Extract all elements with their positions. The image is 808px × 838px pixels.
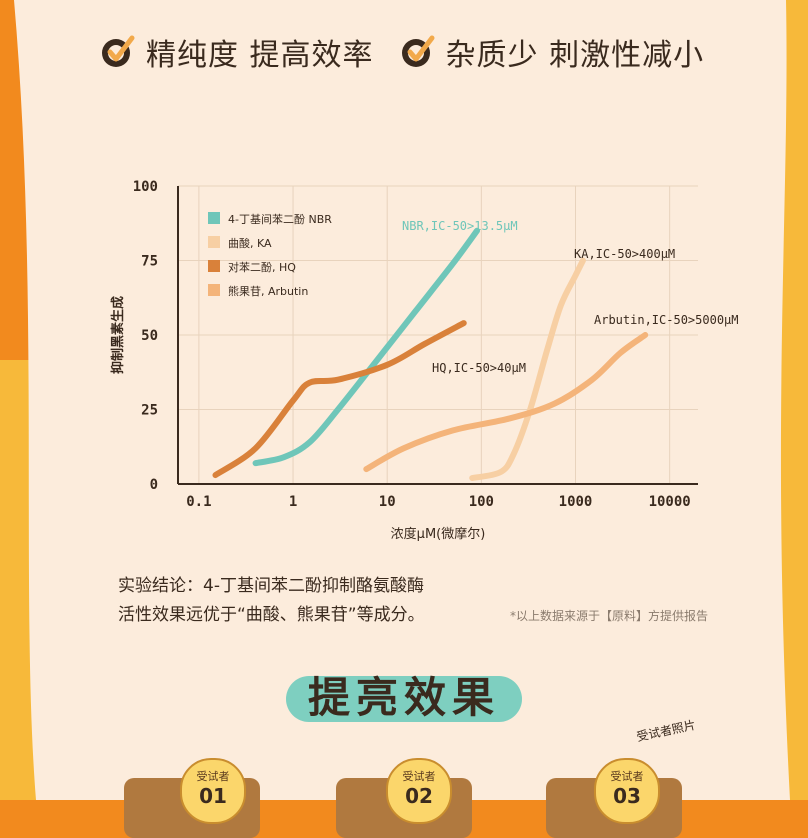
subject-label: 受试者 (196, 770, 230, 783)
content-panel (14, 0, 790, 800)
series-line (212, 320, 467, 479)
legend-label: 曲酸, KA (228, 236, 272, 250)
section-title-badge: 提亮效果 (286, 666, 522, 730)
series-annotation: Arbutin,IC-50>5000μM (594, 313, 739, 327)
benefit-text-purity: 精纯度 提高效率 (146, 38, 374, 73)
legend-swatch (208, 212, 220, 224)
legend-label: 4-丁基间苯二酚 NBR (228, 212, 332, 226)
subject-number: 03 (613, 784, 641, 808)
x-tick-label: 100 (469, 494, 494, 510)
series-annotation: NBR,IC-50>13.5μM (402, 219, 518, 233)
y-tick-label: 0 (150, 477, 158, 493)
benefits-row: 精纯度 提高效率 杂质少 刺激性减小 (100, 28, 768, 76)
subject-number: 02 (405, 784, 433, 808)
legend-swatch (208, 260, 220, 272)
series-line (363, 332, 649, 473)
y-tick-label: 75 (141, 254, 158, 270)
x-tick-label: 1000 (559, 494, 593, 510)
legend-swatch (208, 284, 220, 296)
y-axis-label: 抑制黑素生成 (110, 296, 126, 374)
x-tick-label: 10 (379, 494, 396, 510)
check-icon (401, 35, 435, 67)
check-icon (102, 35, 135, 67)
series-line (252, 227, 481, 467)
subject-badge-1: 受试者 01 (180, 758, 246, 824)
y-tick-label: 25 (141, 403, 158, 419)
legend-label: 熊果苷, Arbutin (228, 284, 308, 298)
subject-label: 受试者 (402, 770, 436, 783)
subject-badge-3: 受试者 03 (594, 758, 660, 824)
subject-number: 01 (199, 784, 227, 808)
inhibition-chart: 0.1 1 10 100 1000 10000 0 25 50 75 100 浓度μM(微摩尔) 抑制黑… (110, 179, 739, 542)
source-note: *以上数据来源于【原料】方提供报告 (510, 609, 709, 623)
series-line (469, 257, 586, 482)
experiment-conclusion: 实验结论：4-丁基间苯二酚抑制酪氨酸酶 活性效果远优于“曲酸、熊果苷”等成分。 (118, 572, 425, 630)
series-annotation: KA,IC-50>400μM (574, 247, 675, 261)
section-title: 提亮效果 (307, 673, 500, 722)
benefit-text-low-irritation: 杂质少 刺激性减小 (445, 38, 705, 73)
benefit-low-irritation: 杂质少 刺激性减小 (400, 30, 705, 74)
x-axis-label: 浓度μM(微摩尔) (391, 526, 486, 542)
legend-label: 对苯二酚, HQ (228, 260, 296, 274)
conclusion-line-1: 实验结论：4-丁基间苯二酚抑制酪氨酸酶 (118, 576, 424, 596)
benefit-purity: 精纯度 提高效率 (100, 30, 374, 74)
y-tick-label: 50 (141, 328, 158, 344)
x-tick-label: 1 (289, 494, 297, 510)
series-annotation: HQ,IC-50>40μM (432, 361, 526, 375)
x-tick-label: 0.1 (186, 494, 211, 510)
legend-swatch (208, 236, 220, 248)
section-title-pill (286, 676, 522, 722)
conclusion-line-2: 活性效果远优于“曲酸、熊果苷”等成分。 (118, 605, 425, 625)
x-tick-label: 10000 (649, 494, 691, 510)
subject-badge-2: 受试者 02 (386, 758, 452, 824)
subject-label: 受试者 (610, 770, 644, 783)
y-tick-label: 100 (133, 179, 158, 195)
